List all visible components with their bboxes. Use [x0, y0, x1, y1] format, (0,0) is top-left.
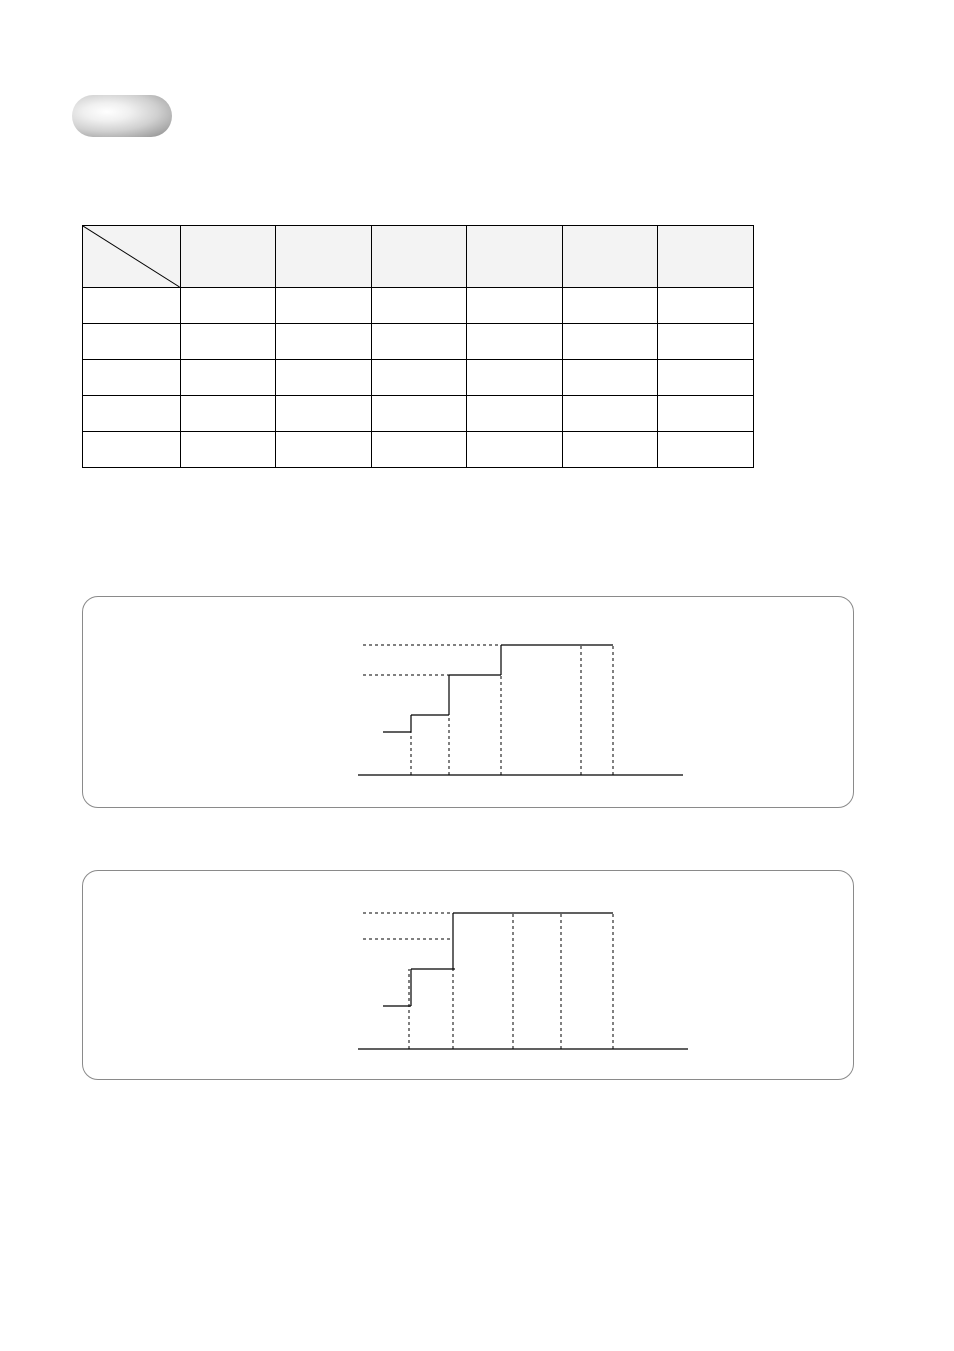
table-cell	[371, 288, 467, 324]
table-col-2	[276, 226, 372, 288]
corner-diagonal	[83, 226, 180, 287]
table-col-1	[180, 226, 276, 288]
table-col-4	[467, 226, 563, 288]
table-cell	[371, 360, 467, 396]
table-cell	[658, 360, 754, 396]
table-cell	[658, 324, 754, 360]
data-table	[82, 225, 754, 468]
table-header-row	[83, 226, 754, 288]
table-cell	[467, 324, 563, 360]
table-cell	[562, 324, 658, 360]
table-cell	[83, 396, 181, 432]
table-cell	[562, 288, 658, 324]
table-cell	[658, 432, 754, 468]
timing-diagram-1	[82, 596, 854, 808]
table-cell	[83, 288, 181, 324]
table-col-6	[658, 226, 754, 288]
table-cell	[180, 360, 276, 396]
table-cell	[276, 432, 372, 468]
table-cell	[276, 324, 372, 360]
table-cell	[276, 360, 372, 396]
table-cell	[180, 432, 276, 468]
table-row	[83, 432, 754, 468]
table-cell	[180, 324, 276, 360]
table-cell	[276, 288, 372, 324]
table-cell	[467, 360, 563, 396]
table-cell	[467, 396, 563, 432]
table-col-3	[371, 226, 467, 288]
table-corner-cell	[83, 226, 181, 288]
table-cell	[562, 396, 658, 432]
table-cell	[467, 432, 563, 468]
table-cell	[276, 396, 372, 432]
table-cell	[180, 396, 276, 432]
timing-diagram-2-svg	[83, 871, 855, 1081]
table-row	[83, 396, 754, 432]
timing-diagram-2	[82, 870, 854, 1080]
table-cell	[371, 432, 467, 468]
table-cell	[83, 360, 181, 396]
table-cell	[467, 288, 563, 324]
table-row	[83, 360, 754, 396]
page-number-badge	[72, 95, 172, 137]
table-cell	[83, 432, 181, 468]
table-cell	[658, 288, 754, 324]
table-cell	[180, 288, 276, 324]
table-cell	[371, 396, 467, 432]
table-cell	[658, 396, 754, 432]
table-row	[83, 324, 754, 360]
table-col-5	[562, 226, 658, 288]
timing-diagram-1-svg	[83, 597, 855, 809]
table-cell	[562, 360, 658, 396]
table-cell	[562, 432, 658, 468]
table-cell	[371, 324, 467, 360]
table-body	[83, 288, 754, 468]
table-row	[83, 288, 754, 324]
table-cell	[83, 324, 181, 360]
